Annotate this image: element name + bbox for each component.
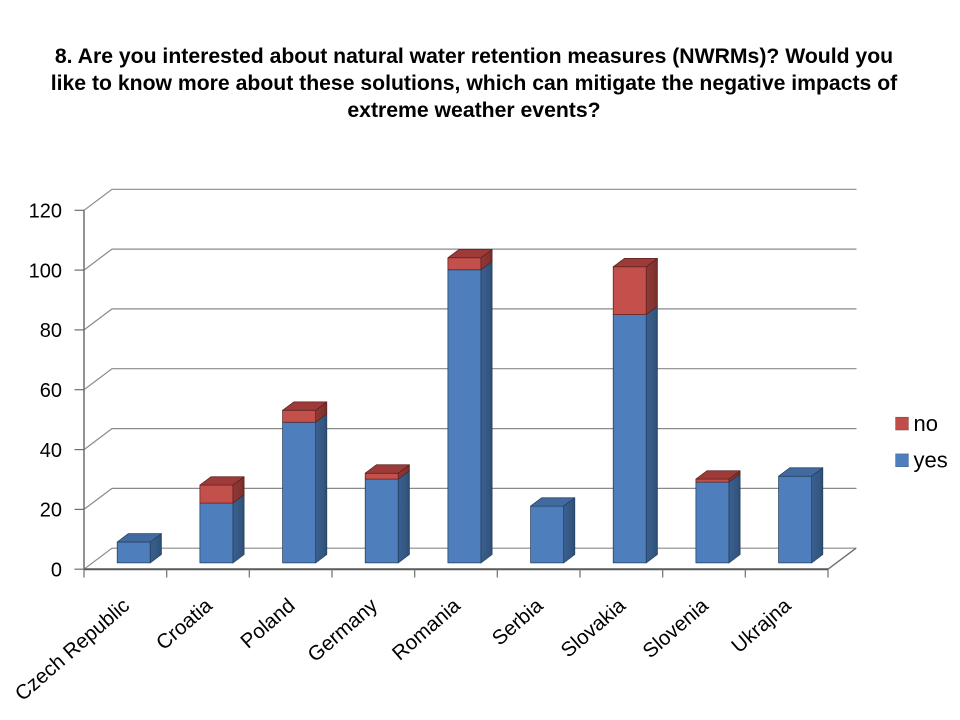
- svg-text:80: 80: [40, 320, 62, 342]
- svg-text:Ukrajna: Ukrajna: [727, 594, 796, 658]
- svg-text:Slovakia: Slovakia: [557, 594, 631, 663]
- svg-text:yes: yes: [914, 448, 948, 473]
- svg-text:100: 100: [29, 260, 62, 282]
- svg-text:Romania: Romania: [388, 594, 465, 666]
- svg-text:Poland: Poland: [236, 594, 299, 653]
- svg-text:Serbia: Serbia: [488, 594, 548, 651]
- svg-text:40: 40: [40, 440, 62, 462]
- svg-text:no: no: [914, 411, 938, 436]
- svg-text:Czech Republic: Czech Republic: [11, 594, 134, 706]
- svg-text:0: 0: [51, 560, 62, 582]
- svg-text:Croatia: Croatia: [152, 594, 217, 655]
- svg-text:60: 60: [40, 380, 62, 402]
- svg-text:Germany: Germany: [303, 593, 382, 666]
- svg-text:120: 120: [29, 201, 62, 223]
- svg-text:Slovenia: Slovenia: [638, 594, 713, 663]
- svg-text:20: 20: [40, 500, 62, 522]
